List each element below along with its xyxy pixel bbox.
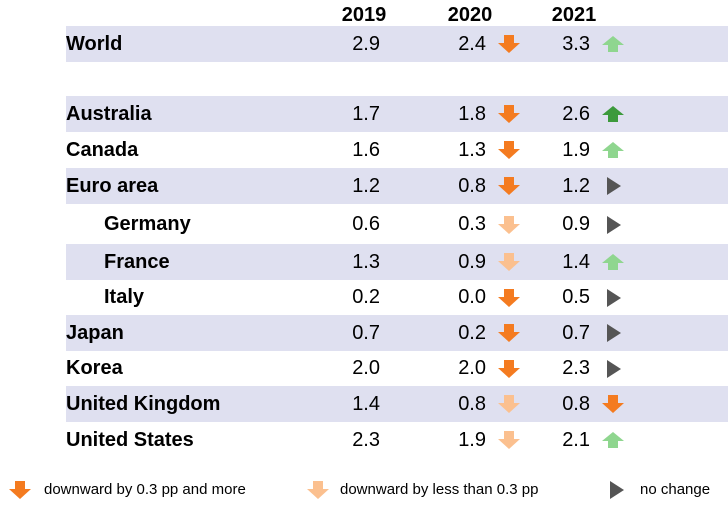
value-cell-2021: 0.9 [562,213,590,235]
value-cell-2020: 1.8 [458,103,486,125]
arrow-up-small-icon [601,429,625,451]
arrow-right-icon [601,287,625,309]
row-label: France [104,251,170,273]
table-row: Euro area 1.2 0.8 1.2 [66,168,728,204]
table-row: Japan 0.7 0.2 0.7 [66,315,728,351]
row-label: Canada [66,139,139,161]
row-label: United States [66,429,194,451]
arrow-down-small-icon [497,251,521,273]
arrow-down-small-icon [497,393,521,415]
row-label: Australia [66,103,152,125]
arrow-down-small-icon [497,214,521,236]
legend-label: no change [640,481,711,498]
row-label: Italy [104,286,145,308]
value-cell-2020: 0.8 [458,175,486,197]
legend-label: downward by less than 0.3 pp [340,481,539,498]
value-cell-2020: 1.3 [458,139,486,161]
legend-arrow-down-small-icon [306,479,330,501]
value-cell-2019: 0.2 [352,286,380,308]
value-cell-2021: 3.3 [562,33,590,55]
arrow-up-large-icon [601,103,625,125]
legend-arrow-down-large-icon [8,479,32,501]
value-cell-2019: 2.0 [352,357,380,379]
arrow-right-icon [601,175,625,197]
table-row: Australia 1.7 1.8 2.6 [66,96,728,132]
value-cell-2019: 1.6 [352,139,380,161]
arrow-up-small-icon [601,251,625,273]
legend-arrow-right-icon [604,479,628,501]
value-cell-2021: 0.8 [562,393,590,415]
legend-label: downward by 0.3 pp and more [44,481,246,498]
value-cell-2021: 0.5 [562,286,590,308]
row-label: World [66,33,123,55]
table-row: Italy 0.2 0.0 0.5 [66,280,728,315]
table-row: World 2.9 2.4 3.3 [66,26,728,62]
value-cell-2021: 1.4 [562,251,590,273]
table-row: United States 2.3 1.9 2.1 [66,422,728,458]
table-row: Canada 1.6 1.3 1.9 [66,132,728,168]
column-header-2020: 2020 [447,4,493,26]
value-cell-2021: 1.9 [562,139,590,161]
value-cell-2021: 2.1 [562,429,590,451]
arrow-down-large-icon [497,175,521,197]
value-cell-2019: 2.9 [352,33,380,55]
arrow-down-large-icon [497,358,521,380]
arrow-down-small-icon [497,429,521,451]
arrow-up-small-icon [601,139,625,161]
value-cell-2020: 0.8 [458,393,486,415]
value-cell-2020: 0.0 [458,286,486,308]
value-cell-2021: 1.2 [562,175,590,197]
value-cell-2020: 2.0 [458,357,486,379]
table-row: Korea 2.0 2.0 2.3 [66,351,728,386]
table-row: France 1.3 0.9 1.4 [66,244,728,280]
arrow-down-large-icon [497,322,521,344]
arrow-right-icon [601,214,625,236]
table-row: United Kingdom 1.4 0.8 0.8 [66,386,728,422]
arrow-down-large-icon [601,393,625,415]
arrow-down-large-icon [497,33,521,55]
value-cell-2020: 0.9 [458,251,486,273]
arrow-up-small-icon [601,33,625,55]
row-label: Euro area [66,175,159,197]
value-cell-2021: 2.6 [562,103,590,125]
value-cell-2019: 2.3 [352,429,380,451]
value-cell-2021: 0.7 [562,322,590,344]
arrow-down-large-icon [497,287,521,309]
value-cell-2020: 2.4 [458,33,486,55]
value-cell-2020: 1.9 [458,429,486,451]
value-cell-2019: 0.6 [352,213,380,235]
arrow-down-large-icon [497,139,521,161]
value-cell-2019: 1.7 [352,103,380,125]
row-label: United Kingdom [66,393,221,415]
value-cell-2019: 0.7 [352,322,380,344]
value-cell-2020: 0.3 [458,213,486,235]
row-label: Germany [104,213,191,235]
column-header-2019: 2019 [341,4,387,26]
value-cell-2019: 1.4 [352,393,380,415]
arrow-right-icon [601,322,625,344]
table-row: Germany 0.6 0.3 0.9 [66,205,728,244]
value-cell-2021: 2.3 [562,357,590,379]
value-cell-2019: 1.2 [352,175,380,197]
column-header-2021: 2021 [551,4,597,26]
value-cell-2019: 1.3 [352,251,380,273]
arrow-right-icon [601,358,625,380]
arrow-down-large-icon [497,103,521,125]
row-label: Japan [66,322,124,344]
value-cell-2020: 0.2 [458,322,486,344]
row-label: Korea [66,357,123,379]
